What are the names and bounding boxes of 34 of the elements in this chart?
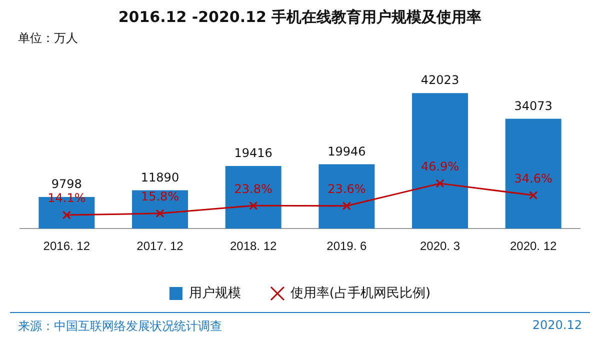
data-label: 34073 bbox=[514, 98, 552, 113]
x-tick-label: 2017. 12 bbox=[136, 239, 184, 254]
text: 2020.12 bbox=[532, 318, 582, 332]
point bbox=[436, 179, 444, 188]
point bbox=[62, 210, 71, 220]
data-label: 11890 bbox=[140, 170, 180, 184]
data-label: 15.8% bbox=[140, 190, 180, 204]
bar bbox=[505, 118, 562, 229]
point bbox=[249, 201, 258, 210]
point bbox=[156, 209, 164, 218]
bar bbox=[318, 164, 375, 229]
point bbox=[529, 190, 538, 200]
data-label: 23.8% bbox=[234, 182, 272, 196]
legend-label: 用户规模 bbox=[188, 286, 241, 301]
point bbox=[342, 202, 351, 210]
source-note: 来源：中国互联网络发展状况统计调查 bbox=[18, 318, 222, 335]
y-axis-title: 单位：万人 bbox=[18, 30, 78, 47]
chart-title: 2016.12 -2020.12 手机在线教育用户规模及使用率 bbox=[117, 8, 483, 27]
x-tick-label: 2020. 12 bbox=[510, 239, 558, 254]
data-label: 19416 bbox=[234, 146, 272, 160]
data-label: 42023 bbox=[420, 73, 460, 88]
data-label: 9798 bbox=[51, 177, 82, 192]
data-label: 19946 bbox=[328, 144, 366, 158]
bar bbox=[412, 93, 468, 229]
data-label: 34.6% bbox=[514, 171, 552, 186]
x-tick-label: 2019. 6 bbox=[326, 239, 368, 254]
legend-label: 使用率(占手机网民比例) bbox=[290, 284, 431, 301]
bar bbox=[132, 190, 188, 229]
data-label: 46.9% bbox=[420, 160, 460, 174]
x-tick-label: 2016. 12 bbox=[43, 239, 90, 254]
data-label: 23.6% bbox=[328, 182, 366, 196]
bar bbox=[225, 166, 282, 229]
x-tick-label: 2018. 12 bbox=[230, 239, 278, 254]
x-tick-label: 2020. 3 bbox=[420, 239, 460, 254]
